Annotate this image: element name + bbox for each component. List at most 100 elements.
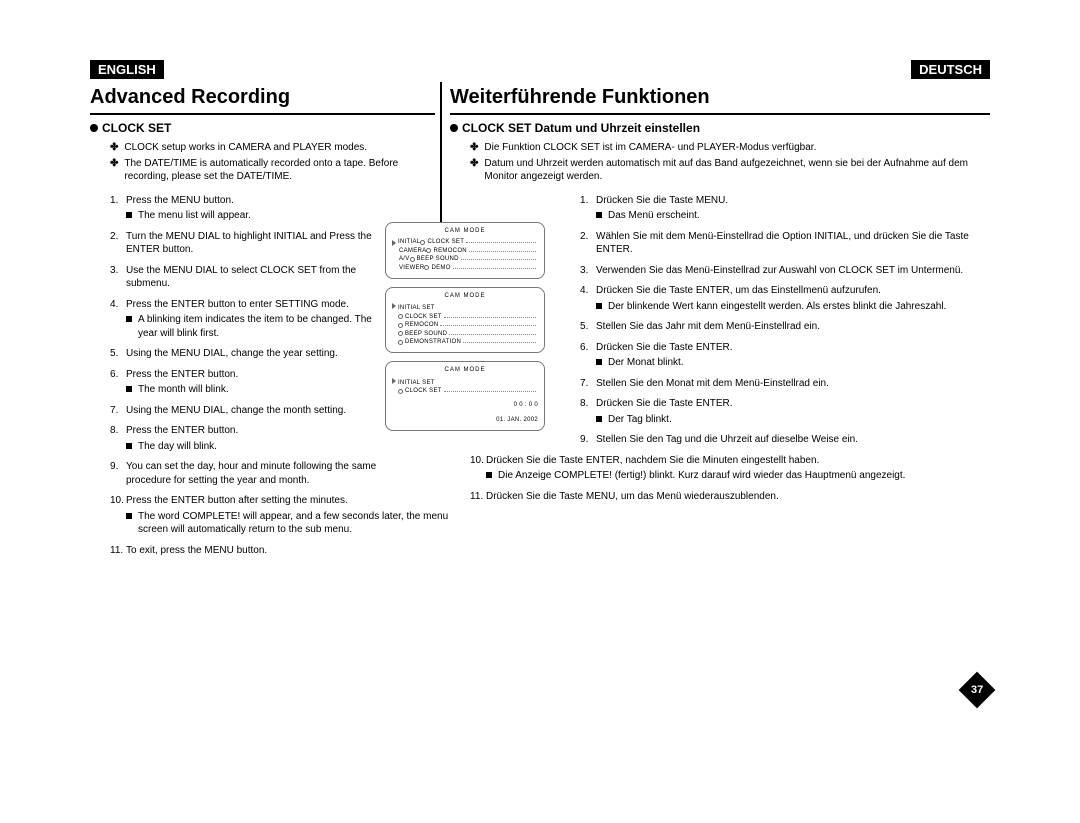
step-text: Drücken Sie die Taste ENTER, nachdem Sie… [486,454,990,468]
step-item: Stellen Sie das Jahr mit dem Menü-Einste… [580,320,990,334]
step-sub-text: A blinking item indicates the item to be… [138,313,390,340]
step-item: Stellen Sie den Tag und die Uhrzeit auf … [580,433,990,447]
diagram-2: CAM MODE INITIAL SET CLOCK SETREMOCONBEE… [385,287,545,353]
diag-row: A/VBEEP SOUND [392,255,538,263]
step-text: Press the ENTER button. [126,368,390,382]
step-item: Use the MENU DIAL to select CLOCK SET fr… [110,264,390,291]
subhead-right: CLOCK SET Datum und Uhrzeit einstellen [450,121,990,135]
intro-right-1: Datum und Uhrzeit werden automatisch mit… [484,157,990,184]
step-text: Press the ENTER button. [126,424,390,438]
step-sub-text: The menu list will appear. [138,209,251,223]
square-bullet-icon [126,212,132,218]
step-text: Drücken Sie die Taste ENTER. [596,397,990,411]
circle-icon [398,389,403,394]
step-item: Wählen Sie mit dem Menü-Einstellrad die … [580,230,990,257]
subhead-right-text: CLOCK SET Datum und Uhrzeit einstellen [462,121,700,135]
diag3-sub: INITIAL SET [392,378,538,387]
circle-icon [424,265,429,270]
square-bullet-icon [126,386,132,392]
diag2-sub: INITIAL SET [392,303,538,312]
arrow-icon [392,240,396,246]
step-sub: Der blinkende Wert kann eingestellt werd… [596,300,990,314]
step-text: You can set the day, hour and minute fol… [126,460,390,487]
circle-icon [398,314,403,319]
step-sub: Das Menü erscheint. [596,209,990,223]
steps-right: Drücken Sie die Taste MENU.Das Menü ersc… [580,194,990,504]
diagram-1: CAM MODE INITIALCLOCK SETCAMERAREMOCONA/… [385,222,545,279]
square-bullet-icon [596,416,602,422]
step-text: Wählen Sie mit dem Menü-Einstellrad die … [596,230,990,257]
diag-row: VIEWERDEMO [392,264,538,272]
step-sub: The day will blink. [126,440,390,454]
intro-right: ✤ Die Funktion CLOCK SET ist im CAMERA- u… [470,141,990,184]
step-sub-text: Der Monat blinkt. [608,356,684,370]
manual-page: ENGLISH DEUTSCH Advanced Recording CLOCK… [90,60,990,703]
square-bullet-icon [596,212,602,218]
subhead-left: CLOCK SET [90,121,435,135]
step-item: To exit, press the MENU button. [110,544,455,558]
step-sub-text: Das Menü erscheint. [608,209,700,223]
step-item: Using the MENU DIAL, change the year set… [110,347,390,361]
step-item: Press the ENTER button.The month will bl… [110,368,390,397]
step-item: You can set the day, hour and minute fol… [110,460,390,487]
step-text: Use the MENU DIAL to select CLOCK SET fr… [126,264,390,291]
step-item: Drücken Sie die Taste MENU, um das Menü … [470,490,990,504]
step-text: Press the MENU button. [126,194,390,208]
step-item: Using the MENU DIAL, change the month se… [110,404,390,418]
step-item: Press the ENTER button to enter SETTING … [110,298,390,341]
lang-label-deutsch: DEUTSCH [911,60,990,79]
diamond-bullet-icon: ✤ [110,141,118,155]
section-title-right: Weiterführende Funktionen [450,86,990,115]
step-sub: Der Tag blinkt. [596,413,990,427]
diag-row: INITIALCLOCK SET [392,238,538,246]
step-item: Stellen Sie den Monat mit dem Menü-Einst… [580,377,990,391]
step-sub-text: The word COMPLETE! will appear, and a fe… [138,510,455,537]
step-item: Press the MENU button.The menu list will… [110,194,390,223]
step-sub-text: Der Tag blinkt. [608,413,672,427]
step-text: Using the MENU DIAL, change the month se… [126,404,390,418]
circle-icon [398,331,403,336]
diagram-3: CAM MODE INITIAL SET CLOCK SET 0 0 : 0 0… [385,361,545,431]
step-sub-text: Die Anzeige COMPLETE! (fertig!) blinkt. … [498,469,905,483]
step-text: Drücken Sie die Taste MENU, um das Menü … [486,490,990,504]
step-text: To exit, press the MENU button. [126,544,455,558]
intro-left-0: CLOCK setup works in CAMERA and PLAYER m… [124,141,367,155]
step-text: Drücken Sie die Taste ENTER. [596,341,990,355]
step-item: Drücken Sie die Taste ENTER. Der Tag blin… [580,397,990,426]
step-sub-text: Der blinkende Wert kann eingestellt werd… [608,300,946,314]
page-number-badge: 37 [959,672,996,709]
intro-left: ✤ CLOCK setup works in CAMERA and PLAYER … [110,141,435,184]
diag1-title: CAM MODE [392,227,538,235]
subhead-left-text: CLOCK SET [102,121,171,135]
square-bullet-icon [126,443,132,449]
circle-icon [398,340,403,345]
step-item: Turn the MENU DIAL to highlight INITIAL … [110,230,390,257]
step-text: Press the ENTER button to enter SETTING … [126,298,390,312]
diag-row: CLOCK SET [392,313,538,321]
step-text: Verwenden Sie das Menü-Einstellrad zur A… [596,264,990,278]
diamond-bullet-icon: ✤ [470,141,478,155]
step-sub-text: The month will blink. [138,383,229,397]
diag3-clock-date: 01. JAN. 2002 [392,416,538,424]
diag-row: CAMERAREMOCON [392,247,538,255]
diamond-bullet-icon: ✤ [470,157,478,184]
circle-icon [426,248,431,253]
step-sub-text: The day will blink. [138,440,217,454]
step-text: Turn the MENU DIAL to highlight INITIAL … [126,230,390,257]
step-sub: The word COMPLETE! will appear, and a fe… [126,510,455,537]
intro-right-0: Die Funktion CLOCK SET ist im CAMERA- un… [484,141,816,155]
step-item: Press the ENTER button after setting the… [110,494,455,537]
step-item: Drücken Sie die Taste ENTER, um das Eins… [580,284,990,313]
step-text: Drücken Sie die Taste ENTER, um das Eins… [596,284,990,298]
diag3-clock-time: 0 0 : 0 0 [392,401,538,409]
section-title-left: Advanced Recording [90,86,435,115]
diag-row: DEMONSTRATION [392,338,538,346]
square-bullet-icon [126,316,132,322]
square-bullet-icon [486,472,492,478]
circle-icon [410,257,415,262]
step-item: Verwenden Sie das Menü-Einstellrad zur A… [580,264,990,278]
diag2-title: CAM MODE [392,292,538,300]
diag-row: CLOCK SET [392,387,538,395]
diag-row: REMOCON [392,321,538,329]
left-column: Advanced Recording CLOCK SET ✤ CLOCK setu… [90,86,435,564]
